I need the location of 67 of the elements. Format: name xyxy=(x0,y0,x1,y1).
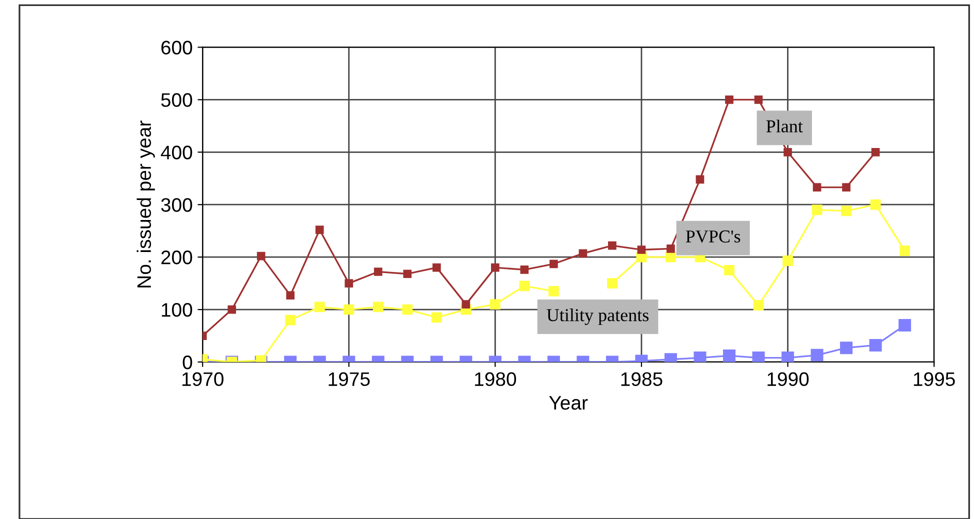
point xyxy=(666,244,675,253)
x-tick-label: 1980 xyxy=(475,372,516,386)
point xyxy=(637,246,646,254)
x-axis-title: Year xyxy=(549,396,588,410)
point xyxy=(810,348,824,362)
point xyxy=(812,183,822,192)
point xyxy=(752,352,765,362)
y-tick-label: 300 xyxy=(161,198,192,212)
point xyxy=(782,352,794,362)
point xyxy=(432,263,441,272)
point xyxy=(782,256,793,266)
point xyxy=(696,175,704,184)
point xyxy=(842,183,850,192)
point xyxy=(841,206,852,216)
point xyxy=(344,304,354,315)
y-tick-label: 400 xyxy=(160,146,192,160)
point xyxy=(548,286,559,296)
point xyxy=(694,352,706,362)
y-tick-label: 500 xyxy=(161,93,192,107)
point xyxy=(812,204,822,216)
point xyxy=(723,349,736,362)
point xyxy=(724,264,734,276)
point xyxy=(520,266,529,274)
x-tick-label: 1995 xyxy=(914,372,955,386)
point xyxy=(871,148,880,156)
point xyxy=(403,270,412,278)
point xyxy=(372,302,384,312)
annotation: Plant xyxy=(766,120,803,132)
point xyxy=(869,338,882,352)
y-tick-label: 600 xyxy=(161,40,192,54)
x-tick-label: 1975 xyxy=(328,372,370,386)
point xyxy=(315,226,324,234)
point xyxy=(784,148,792,156)
point xyxy=(607,278,618,289)
point xyxy=(578,249,588,258)
y-tick-label: 0 xyxy=(182,355,192,370)
point xyxy=(666,252,676,262)
point xyxy=(344,279,354,288)
point xyxy=(754,96,763,104)
point xyxy=(285,314,296,326)
x-tick-label: 1990 xyxy=(768,372,809,386)
point xyxy=(550,260,558,268)
y-tick-label: 200 xyxy=(161,250,192,264)
annotation: Utility patents xyxy=(546,308,649,325)
point xyxy=(286,291,295,300)
point xyxy=(519,280,530,292)
point xyxy=(431,312,442,323)
annotation: PVPC's xyxy=(686,230,740,243)
y-axis-title: No. issued per year xyxy=(136,120,155,288)
point xyxy=(870,199,881,210)
x-tick-label: 1985 xyxy=(621,372,662,386)
point xyxy=(840,342,853,354)
point xyxy=(228,305,236,314)
point xyxy=(898,319,912,332)
point xyxy=(314,302,325,312)
point xyxy=(753,300,764,311)
point xyxy=(490,299,500,310)
point xyxy=(491,263,500,272)
y-tick-label: 100 xyxy=(162,303,192,317)
point xyxy=(608,241,616,250)
point xyxy=(256,252,266,260)
point xyxy=(900,246,910,256)
point xyxy=(725,96,734,104)
point xyxy=(402,304,413,315)
point xyxy=(462,300,470,308)
point xyxy=(374,268,382,276)
x-tick-label: 1970 xyxy=(182,372,224,386)
